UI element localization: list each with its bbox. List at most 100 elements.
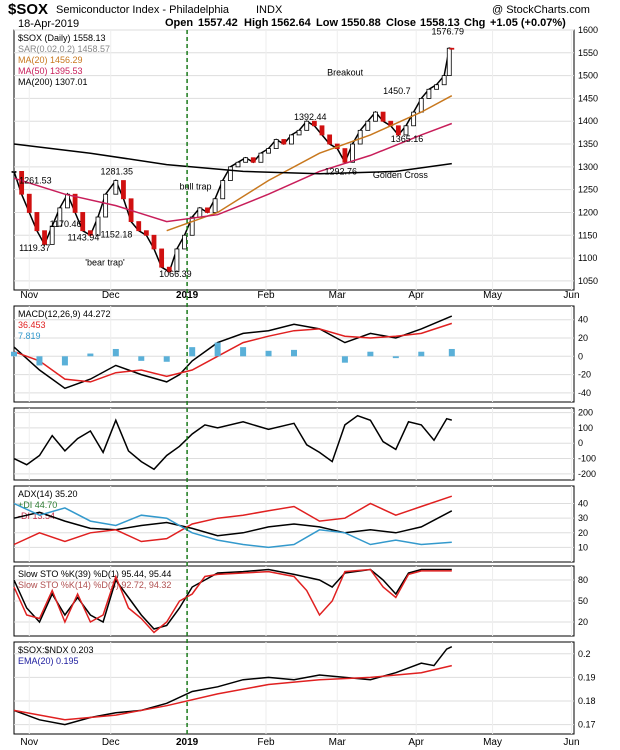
open-label: Open [165,17,194,29]
chart-header: $SOX Semiconductor Index - Philadelphia … [0,0,620,30]
price-candle [250,157,256,163]
x-axis-label: Dec [102,290,120,301]
price-annotation: bull trap [179,182,211,192]
y-tick-label: 1200 [578,207,598,217]
price-annotation: 1450.7 [383,86,411,96]
legend-entry: MA(200) 1307.01 [18,77,88,87]
low-value: 1550.88 [341,17,381,29]
price-annotation: 1170.46 [50,219,82,229]
price-candle [357,129,363,145]
legend-entry: +DI 44.70 [18,500,57,510]
x-axis-label: Nov [20,737,38,748]
y-tick-label: 0.18 [578,696,596,706]
low-label: Low [316,17,338,29]
price-candle [311,120,317,127]
price-candle [319,125,325,136]
price-candle [449,47,455,50]
price-annotation: 1365.16 [391,134,424,144]
price-candle [365,120,371,131]
y-tick-label: 1450 [578,93,598,103]
price-candle [19,171,25,195]
price-candle [159,248,165,268]
price-annotation: Breakout [327,68,364,78]
legend-entry: $SOX:$NDX 0.203 [18,645,94,655]
y-tick-label: 1150 [578,230,597,240]
high-value: 1562.64 [271,17,311,29]
histogram-bar [392,356,399,359]
x-axis-label: Jun [563,290,579,301]
histogram-bar [61,356,68,366]
price-candle [373,111,378,122]
price-annotation: 1281.35 [101,167,134,177]
price-annotation: 1261.53 [19,176,52,186]
price-candle [243,157,249,163]
panel-frame [13,29,575,291]
y-tick-label: 0.17 [578,720,596,730]
price-annotation: 1292.76 [325,167,358,177]
x-axis-label: Mar [329,737,347,748]
price-candle [426,88,432,99]
price-candle [227,166,233,181]
histogram-bar [11,351,17,357]
histogram-bar [265,350,272,357]
price-candle [57,207,63,227]
x-axis-label: Mar [329,290,347,301]
index-exchange: INDX [256,4,283,16]
price-candle [182,234,187,250]
price-candle [411,111,417,127]
panel-frame [13,641,575,735]
price-candle [151,234,157,250]
y-tick-label: 1250 [578,185,598,195]
y-tick-label: 0.19 [578,672,596,682]
price-candle [143,230,149,236]
price-candle [266,148,271,154]
price-candle [235,161,241,168]
price-candle [258,152,264,163]
y-tick-label: -200 [578,469,596,479]
y-tick-label: 1350 [578,139,598,149]
price-candle [441,75,447,86]
price-candle [65,193,70,209]
y-tick-label: 20 [578,528,588,538]
price-candle [289,134,294,145]
y-tick-label: 40 [578,315,588,325]
price-candle [434,84,439,90]
price-candle [103,193,109,218]
legend-entry: 7.819 [18,331,41,341]
price-candle [197,207,203,218]
price-candle [446,47,452,77]
y-tick-label: 30 [578,513,588,523]
price-candle [296,129,302,136]
price-candle [212,198,218,213]
price-candle [72,193,78,213]
legend-entry: SAR(0.02,0.2) 1458.57 [18,44,110,54]
series-line [166,95,453,232]
price-annotation: 1066.39 [159,269,192,279]
close-value: 1558.13 [420,17,460,29]
price-annotation: 1152.18 [101,230,133,240]
series-line [13,122,453,223]
histogram-bar [448,348,455,357]
x-axis-label: Jun [563,737,579,748]
price-candle [11,171,17,173]
price-candle [205,207,210,213]
x-axis-label: Apr [408,290,424,301]
high-label: High [244,17,269,29]
y-tick-label: 1550 [578,48,598,58]
x-axis-label: Feb [257,737,275,748]
legend-entry: MA(20) 1456.29 [18,55,83,65]
price-annotation: 'bear trap' [85,257,125,267]
price-candle [26,193,32,213]
series-line [13,495,453,546]
y-tick-label: 200 [578,408,593,418]
y-tick-label: -20 [578,370,591,380]
price-candle [166,266,172,273]
histogram-bar [138,356,145,361]
x-axis-label: Nov [20,290,38,301]
price-candle [273,139,279,149]
y-tick-label: 1300 [578,162,598,172]
series-line [13,414,452,471]
x-axis-label: May [483,737,502,748]
y-tick-label: -100 [578,454,596,464]
histogram-bar [189,347,196,357]
